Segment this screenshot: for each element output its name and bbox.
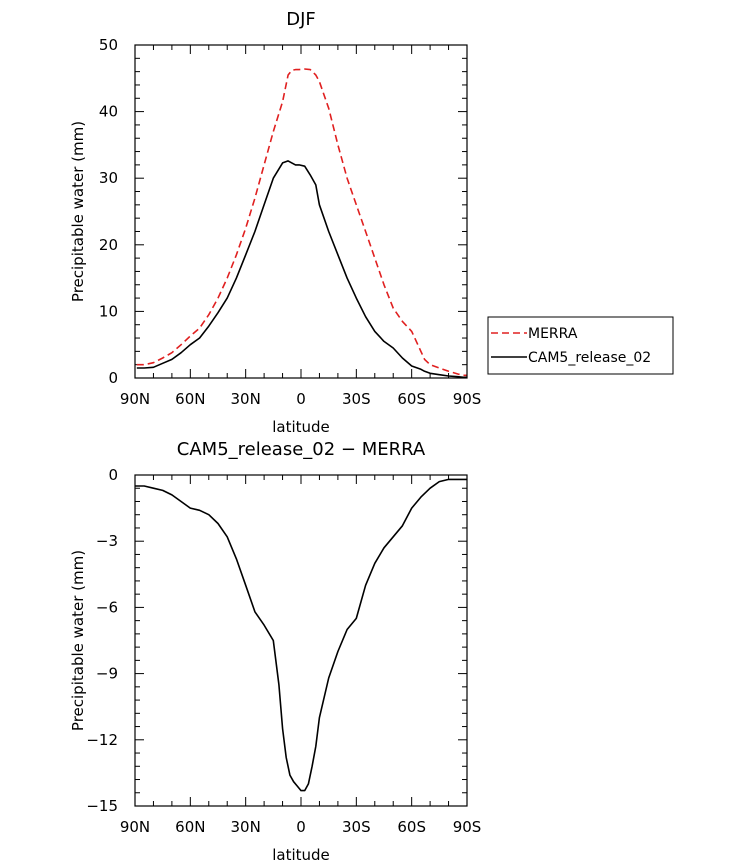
series-line-cam5-release-02: [136, 160, 467, 379]
y-tick-label: −12: [86, 731, 118, 749]
x-tick-label: 60N: [175, 390, 205, 408]
x-tick-label: 90S: [453, 818, 482, 836]
y-tick-label: 0: [108, 466, 118, 484]
legend-box: [487, 316, 674, 375]
y-tick-label: 20: [99, 236, 118, 254]
top-plot-frame: [134, 44, 468, 379]
top-y-axis-title: Precipitable water (mm): [69, 121, 87, 302]
bottom-panel: CAM5_release_02 − MERRA latitude Precipi…: [69, 439, 481, 864]
legend: MERRA CAM5_release_02: [487, 316, 674, 375]
x-tick-label: 0: [296, 818, 306, 836]
y-tick-label: 10: [99, 302, 118, 320]
y-tick-label: 40: [99, 103, 118, 121]
series-line-difference: [135, 478, 467, 792]
bottom-y-axis-title: Precipitable water (mm): [69, 550, 87, 731]
y-tick-label: −3: [96, 532, 118, 550]
x-tick-label: 90N: [120, 390, 150, 408]
x-tick-label: 30S: [342, 818, 371, 836]
x-tick-label: 60S: [397, 818, 426, 836]
y-tick-label: −9: [96, 665, 118, 683]
legend-label-merra: MERRA: [528, 326, 578, 342]
x-tick-label: 90N: [120, 818, 150, 836]
x-tick-label: 30S: [342, 390, 371, 408]
bottom-chart-title: CAM5_release_02 − MERRA: [177, 439, 426, 460]
x-tick-label: 60S: [397, 390, 426, 408]
top-chart-title: DJF: [286, 9, 316, 30]
x-tick-label: 0: [296, 390, 306, 408]
y-tick-label: 50: [99, 36, 118, 54]
x-tick-label: 60N: [175, 818, 205, 836]
legend-label-cam5: CAM5_release_02: [528, 350, 651, 366]
y-tick-label: 30: [99, 169, 118, 187]
top-x-axis-title: latitude: [272, 418, 330, 436]
top-panel: DJF latitude Precipitable water (mm) 90N…: [69, 9, 674, 436]
bottom-x-axis-title: latitude: [272, 846, 330, 864]
y-tick-label: −15: [86, 797, 118, 815]
y-tick-label: 0: [108, 369, 118, 387]
x-tick-label: 90S: [453, 390, 482, 408]
bottom-plot-frame: [134, 474, 468, 807]
series-line-merra: [136, 68, 467, 377]
x-tick-label: 30N: [231, 818, 261, 836]
y-tick-label: −6: [96, 598, 118, 616]
x-tick-label: 30N: [231, 390, 261, 408]
